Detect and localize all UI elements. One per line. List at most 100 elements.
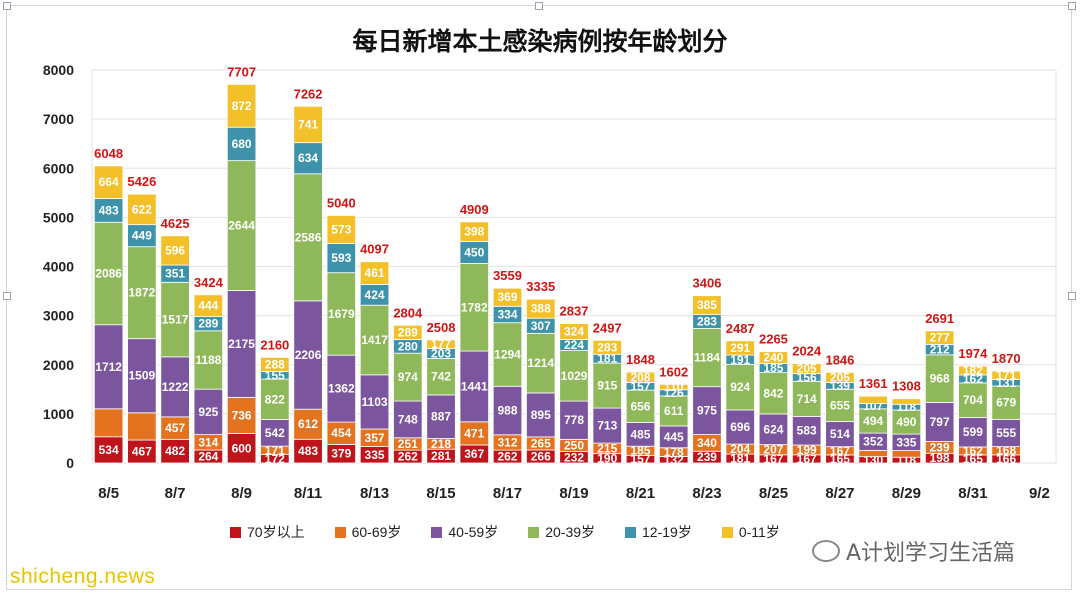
legend-item: 0-11岁 bbox=[721, 522, 780, 542]
bar-total-label: 2804 bbox=[393, 305, 423, 320]
legend-item: 20-39岁 bbox=[528, 522, 595, 542]
x-tick-label: 8/5 bbox=[98, 485, 119, 502]
resize-handle-right[interactable] bbox=[1068, 292, 1076, 300]
segment-data-label: 199 bbox=[797, 443, 817, 457]
bar-total-label: 1846 bbox=[825, 352, 854, 367]
bar-total-label: 1361 bbox=[859, 376, 888, 391]
bar-segment bbox=[127, 193, 157, 226]
segment-data-label: 624 bbox=[763, 422, 783, 436]
segment-data-label: 514 bbox=[830, 427, 850, 441]
bar-total-label: 2837 bbox=[560, 304, 589, 319]
segment-data-label: 600 bbox=[232, 441, 252, 455]
chart-legend: 70岁以上 60-69岁 40-59岁 20-39岁 12-19岁 0-11岁 bbox=[230, 522, 780, 542]
resize-handle-top[interactable] bbox=[535, 2, 543, 10]
segment-data-label: 207 bbox=[763, 443, 783, 457]
segment-data-label: 277 bbox=[930, 331, 950, 345]
segment-data-label: 162 bbox=[963, 372, 983, 386]
bar-segment bbox=[293, 408, 323, 440]
bar-segment bbox=[825, 371, 855, 383]
segment-data-label: 212 bbox=[930, 343, 950, 357]
segment-data-label: 483 bbox=[99, 203, 119, 217]
resize-handle-top-left[interactable] bbox=[3, 2, 11, 10]
bar-segment bbox=[127, 338, 157, 414]
bar-segment bbox=[659, 395, 689, 427]
bar-segment bbox=[426, 358, 456, 396]
segment-data-label: 444 bbox=[198, 299, 218, 313]
segment-data-label: 181 bbox=[597, 352, 617, 366]
segment-data-label: 696 bbox=[730, 420, 750, 434]
segment-data-label: 2175 bbox=[228, 337, 255, 351]
segment-data-label: 171 bbox=[265, 443, 285, 457]
bar-segment bbox=[725, 364, 755, 411]
bar-total-label: 2487 bbox=[726, 321, 755, 336]
segment-data-label: 168 bbox=[996, 444, 1016, 458]
segment-data-label: 167 bbox=[763, 452, 783, 466]
bar-segment bbox=[293, 105, 323, 144]
bar-segment bbox=[492, 385, 523, 436]
segment-data-label: 542 bbox=[265, 426, 285, 440]
segment-data-label: 190 bbox=[597, 451, 617, 465]
segment-data-label: 265 bbox=[531, 436, 551, 450]
segment-data-label: 240 bbox=[763, 351, 783, 365]
bar-segment bbox=[559, 323, 589, 340]
bar-segment bbox=[326, 243, 357, 274]
legend-item: 12-19岁 bbox=[625, 522, 692, 542]
resize-handle-top-right[interactable] bbox=[1068, 2, 1076, 10]
segment-data-label: 185 bbox=[763, 361, 783, 375]
bar-segment bbox=[991, 385, 1021, 420]
bar-total-label: 2024 bbox=[792, 344, 822, 359]
bar-total-label: 1974 bbox=[958, 346, 988, 361]
bar-segment bbox=[459, 350, 489, 423]
segment-data-label: 224 bbox=[564, 338, 584, 352]
segment-data-label: 450 bbox=[464, 245, 484, 259]
segment-data-label: 449 bbox=[132, 229, 152, 243]
legend-swatch bbox=[334, 526, 346, 538]
bar-total-label: 3424 bbox=[194, 275, 224, 290]
segment-data-label: 334 bbox=[498, 307, 518, 321]
segment-data-label: 172 bbox=[265, 452, 285, 466]
segment-data-label: 357 bbox=[365, 431, 385, 445]
segment-data-label: 664 bbox=[99, 175, 119, 189]
segment-data-label: 167 bbox=[830, 444, 850, 458]
x-tick-label: 8/27 bbox=[825, 485, 854, 502]
segment-data-label: 1222 bbox=[162, 380, 189, 394]
bar-segment bbox=[692, 295, 722, 315]
segment-data-label: 612 bbox=[298, 417, 318, 431]
bar-segment bbox=[426, 339, 456, 349]
bar-segment bbox=[725, 340, 755, 356]
segment-data-label: 490 bbox=[896, 415, 916, 429]
segment-data-label: 1184 bbox=[694, 351, 720, 365]
segment-data-label: 185 bbox=[630, 444, 650, 458]
bar-total-label: 4625 bbox=[161, 216, 190, 231]
bar-segment bbox=[526, 332, 556, 394]
bar-segment bbox=[393, 352, 423, 402]
segment-data-label: 239 bbox=[930, 440, 950, 454]
segment-data-label: 1712 bbox=[95, 360, 122, 374]
bar-segment bbox=[127, 246, 157, 340]
segment-data-label: 281 bbox=[431, 449, 451, 463]
segment-data-label: 555 bbox=[996, 426, 1016, 440]
x-tick-label: 8/23 bbox=[692, 485, 721, 502]
bar-segment bbox=[891, 409, 922, 435]
segment-data-label: 471 bbox=[464, 426, 484, 440]
bar-segment bbox=[193, 330, 224, 390]
bar-segment bbox=[659, 383, 689, 391]
bar-segment bbox=[858, 449, 888, 458]
resize-handle-left[interactable] bbox=[3, 292, 11, 300]
segment-data-label: 704 bbox=[963, 393, 983, 407]
segment-data-label: 457 bbox=[165, 421, 185, 435]
segment-data-label: 461 bbox=[365, 266, 385, 280]
bar-segment bbox=[592, 339, 622, 355]
legend-label: 40-59岁 bbox=[448, 524, 499, 540]
bar-segment bbox=[93, 221, 124, 326]
bar-total-label: 5040 bbox=[327, 195, 356, 210]
bar-segment bbox=[858, 395, 888, 404]
bar-segment bbox=[559, 400, 589, 440]
bar-segment bbox=[93, 408, 124, 438]
segment-data-label: 165 bbox=[830, 452, 850, 466]
segment-data-label: 445 bbox=[664, 430, 684, 444]
segment-data-label: 583 bbox=[797, 424, 817, 438]
segment-data-label: 1214 bbox=[527, 356, 554, 370]
bar-total-label: 1870 bbox=[992, 351, 1021, 366]
